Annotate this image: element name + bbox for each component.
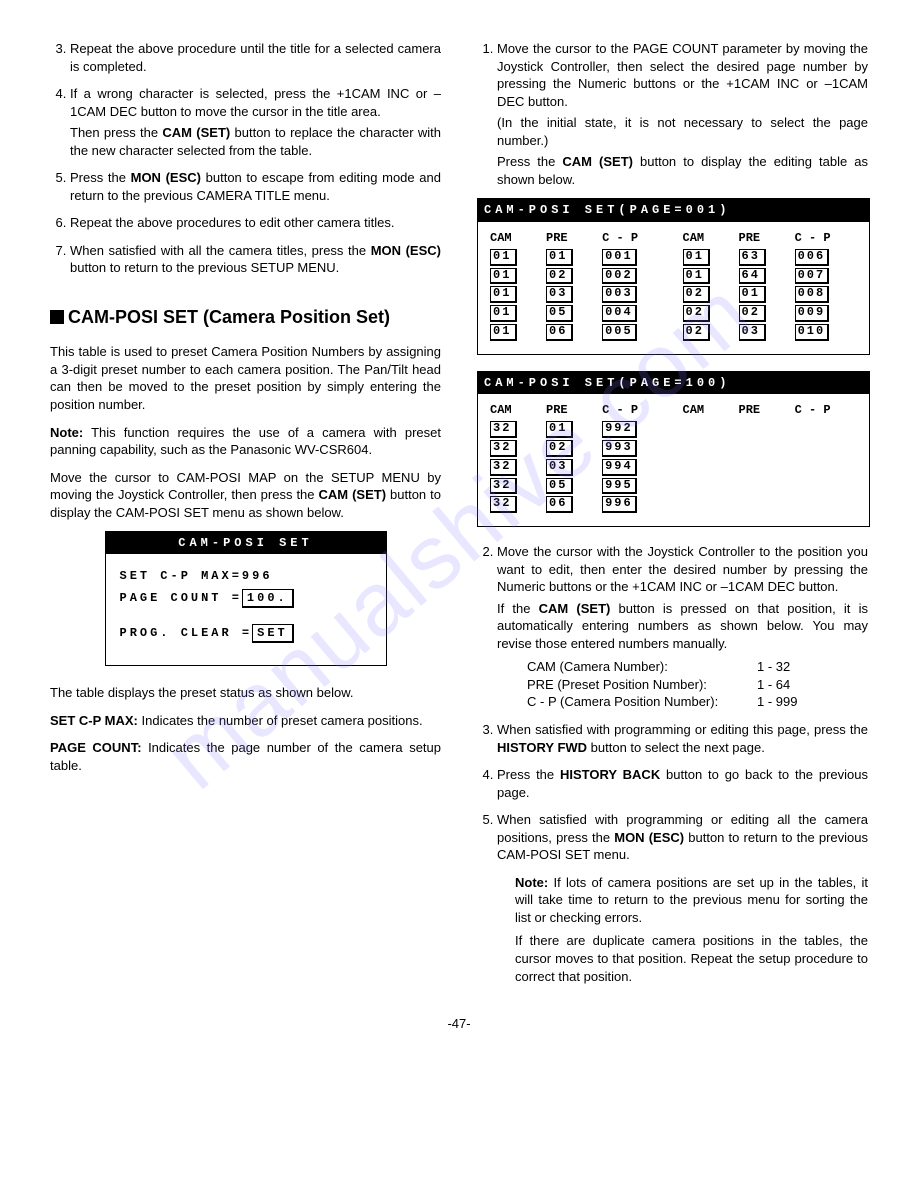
- right-item-5: When satisfied with programming or editi…: [497, 811, 868, 864]
- osd-table-page-001: CAM-POSI SET(PAGE=001) CAMPREC - P010100…: [477, 198, 870, 354]
- intro-para-2: Move the cursor to CAM-POSI MAP on the S…: [50, 469, 441, 522]
- osd-small-header: CAM-POSI SET: [106, 532, 386, 554]
- right-ordered-list: Move the cursor to the PAGE COUNT parame…: [477, 40, 868, 188]
- note-block: Note: This function requires the use of …: [50, 424, 441, 459]
- definition: SET C-P MAX: Indicates the number of pre…: [50, 712, 441, 730]
- osd-small-line-1: SET C-P MAX=996: [120, 568, 372, 584]
- osd-camposi-set-small: CAM-POSI SET SET C-P MAX=996 PAGE COUNT …: [105, 531, 387, 666]
- right-column: Move the cursor to the PAGE COUNT parame…: [477, 40, 868, 985]
- right-ordered-list-3: When satisfied with programming or editi…: [477, 721, 868, 864]
- prog-clear-value: SET: [252, 624, 294, 643]
- left-item-7: When satisfied with all the camera title…: [70, 242, 441, 277]
- prog-clear-label: PROG. CLEAR =: [120, 626, 253, 640]
- value-row: C - P (Camera Position Number):1 - 999: [527, 693, 868, 711]
- page-number: -47-: [50, 1015, 868, 1033]
- right-item-2: Move the cursor with the Joystick Contro…: [497, 543, 868, 711]
- left-item-3: Repeat the above procedure until the tit…: [70, 40, 441, 75]
- section-bullet-icon: [50, 310, 64, 324]
- value-row: CAM (Camera Number):1 - 32: [527, 658, 868, 676]
- left-ordered-list: Repeat the above procedure until the tit…: [50, 40, 441, 277]
- osd-small-line-2: PAGE COUNT =100.: [120, 589, 372, 608]
- intro-para-3: The table displays the preset status as …: [50, 684, 441, 702]
- intro-para-1: This table is used to preset Camera Posi…: [50, 343, 441, 413]
- left-item-6: Repeat the above procedures to edit othe…: [70, 214, 441, 232]
- section-title-text: CAM-POSI SET (Camera Position Set): [68, 307, 390, 327]
- left-item-5: Press the MON (ESC) button to escape fro…: [70, 169, 441, 204]
- right-item-4: Press the HISTORY BACK button to go back…: [497, 766, 868, 801]
- two-column-layout: Repeat the above procedure until the tit…: [50, 40, 868, 985]
- page-count-value: 100.: [242, 589, 294, 608]
- definition: PAGE COUNT: Indicates the page number of…: [50, 739, 441, 774]
- right-ordered-list-2: Move the cursor with the Joystick Contro…: [477, 543, 868, 711]
- osd-table-page-100: CAM-POSI SET(PAGE=100) CAMPREC - P320199…: [477, 371, 870, 527]
- right-item-3: When satisfied with programming or editi…: [497, 721, 868, 756]
- page-count-label: PAGE COUNT =: [120, 591, 242, 605]
- left-column: Repeat the above procedure until the tit…: [50, 40, 441, 985]
- osd-small-line-3: PROG. CLEAR =SET: [120, 624, 372, 643]
- left-item-4: If a wrong character is selected, press …: [70, 85, 441, 159]
- osd-table-1-header: CAM-POSI SET(PAGE=001): [478, 199, 869, 221]
- osd-table-2-header: CAM-POSI SET(PAGE=100): [478, 372, 869, 394]
- right-item-1: Move the cursor to the PAGE COUNT parame…: [497, 40, 868, 188]
- section-title: CAM-POSI SET (Camera Position Set): [50, 305, 441, 329]
- right-note-5: Note: If lots of camera positions are se…: [497, 874, 868, 985]
- value-row: PRE (Preset Position Number):1 - 64: [527, 676, 868, 694]
